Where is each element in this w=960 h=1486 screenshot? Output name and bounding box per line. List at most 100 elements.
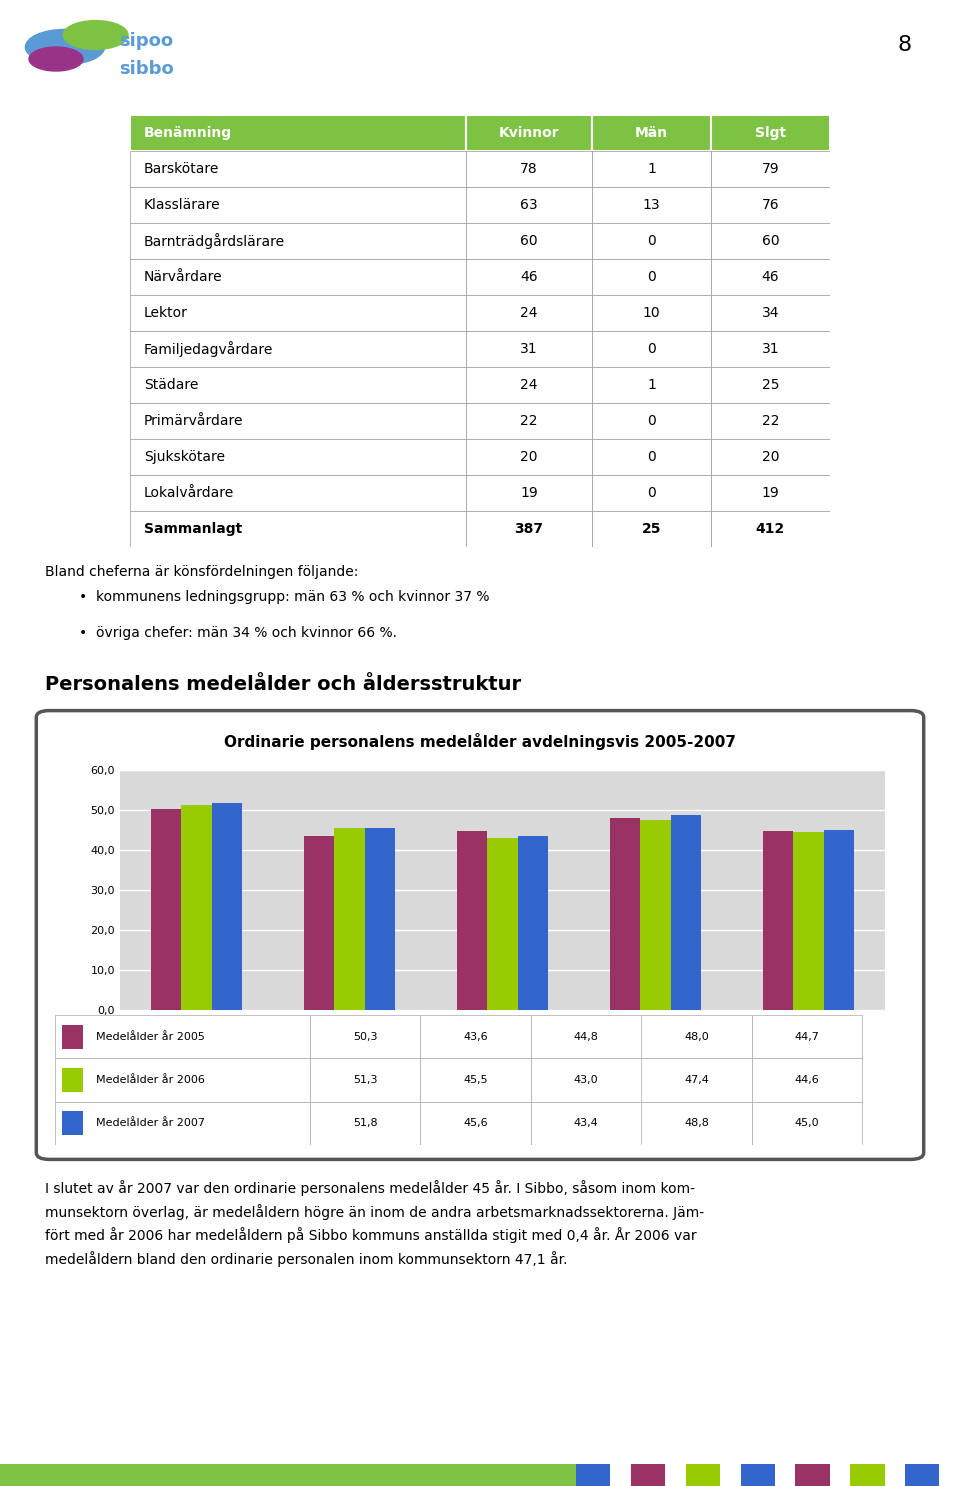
Text: 51,3: 51,3 bbox=[353, 1074, 377, 1085]
Bar bbox=[420, 1101, 531, 1146]
Bar bbox=[711, 403, 830, 438]
Text: 8: 8 bbox=[898, 36, 912, 55]
Text: 43,4: 43,4 bbox=[574, 1119, 599, 1128]
Text: Lokalvårdare: Lokalvårdare bbox=[144, 486, 234, 499]
Bar bbox=[711, 511, 830, 547]
Text: 1: 1 bbox=[647, 377, 656, 392]
Bar bbox=[576, 1464, 611, 1486]
Bar bbox=[824, 831, 854, 1010]
Text: 22: 22 bbox=[520, 415, 538, 428]
Bar bbox=[310, 1101, 420, 1146]
Text: 25: 25 bbox=[641, 522, 661, 536]
Text: 44,7: 44,7 bbox=[795, 1031, 820, 1042]
Text: 45,5: 45,5 bbox=[464, 1074, 488, 1085]
Bar bbox=[130, 331, 466, 367]
Text: sibbo: sibbo bbox=[119, 61, 174, 79]
Text: 22: 22 bbox=[761, 415, 780, 428]
Text: 44,6: 44,6 bbox=[795, 1074, 820, 1085]
Bar bbox=[711, 259, 830, 296]
Text: •  övriga chefer: män 34 % och kvinnor 66 %.: • övriga chefer: män 34 % och kvinnor 66… bbox=[79, 626, 397, 640]
Text: Sammanlagt: Sammanlagt bbox=[144, 522, 242, 536]
Text: Familjedagvårdare: Familjedagvårdare bbox=[144, 340, 274, 357]
Bar bbox=[592, 438, 711, 476]
Text: 45,0: 45,0 bbox=[795, 1119, 820, 1128]
Text: Benämning: Benämning bbox=[144, 126, 232, 140]
Bar bbox=[592, 223, 711, 259]
Text: Städare: Städare bbox=[144, 377, 199, 392]
Text: Ordinarie personalens medelålder avdelningsvis 2005-2007: Ordinarie personalens medelålder avdelni… bbox=[224, 733, 736, 749]
Bar bbox=[740, 1464, 775, 1486]
Bar bbox=[457, 831, 487, 1010]
Text: Slgt: Slgt bbox=[755, 126, 786, 140]
Bar bbox=[466, 259, 592, 296]
Bar bbox=[130, 223, 466, 259]
Bar bbox=[0, 1464, 576, 1486]
Bar bbox=[531, 1058, 641, 1101]
Text: 10: 10 bbox=[642, 306, 660, 319]
Text: 50,3: 50,3 bbox=[353, 1031, 377, 1042]
Bar bbox=[310, 1015, 420, 1058]
Text: Män: Män bbox=[635, 126, 668, 140]
Bar bbox=[130, 114, 466, 152]
Bar bbox=[711, 476, 830, 511]
Text: Medelålder år 2006: Medelålder år 2006 bbox=[96, 1074, 204, 1085]
Circle shape bbox=[29, 48, 83, 71]
Text: 20: 20 bbox=[520, 450, 538, 464]
Bar bbox=[212, 802, 242, 1010]
Bar bbox=[592, 296, 711, 331]
Text: 45,6: 45,6 bbox=[464, 1119, 488, 1128]
Bar bbox=[365, 828, 396, 1010]
Text: Bland cheferna är könsfördelningen följande:: Bland cheferna är könsfördelningen följa… bbox=[45, 565, 358, 580]
Bar bbox=[466, 114, 592, 152]
Bar bbox=[420, 1015, 531, 1058]
Bar bbox=[466, 223, 592, 259]
Bar bbox=[466, 152, 592, 187]
Text: Medelålder år 2005: Medelålder år 2005 bbox=[96, 1031, 204, 1042]
Text: 46: 46 bbox=[761, 270, 780, 284]
Bar bbox=[531, 1101, 641, 1146]
Bar bbox=[711, 367, 830, 403]
Bar bbox=[796, 1464, 829, 1486]
Text: Klasslärare: Klasslärare bbox=[144, 198, 221, 212]
Text: Sjukskötare: Sjukskötare bbox=[144, 450, 225, 464]
Text: Primärvårdare: Primärvårdare bbox=[144, 415, 244, 428]
Bar bbox=[466, 438, 592, 476]
Text: 25: 25 bbox=[761, 377, 780, 392]
Text: Kvinnor: Kvinnor bbox=[498, 126, 560, 140]
Text: 31: 31 bbox=[761, 342, 780, 357]
Bar bbox=[334, 828, 365, 1010]
Text: 0: 0 bbox=[647, 415, 656, 428]
Bar bbox=[61, 1025, 84, 1049]
Bar bbox=[641, 1015, 752, 1058]
Text: Närvårdare: Närvårdare bbox=[144, 270, 223, 284]
Bar bbox=[130, 403, 466, 438]
Bar bbox=[130, 438, 466, 476]
Text: Barskötare: Barskötare bbox=[144, 162, 220, 175]
Bar bbox=[640, 820, 671, 1010]
Bar bbox=[671, 814, 702, 1010]
Bar bbox=[55, 1058, 310, 1101]
Text: 76: 76 bbox=[761, 198, 780, 212]
Text: 19: 19 bbox=[520, 486, 538, 499]
Text: 387: 387 bbox=[515, 522, 543, 536]
Text: 48,8: 48,8 bbox=[684, 1119, 709, 1128]
Text: 0: 0 bbox=[647, 233, 656, 248]
Bar bbox=[592, 259, 711, 296]
Bar bbox=[592, 476, 711, 511]
Bar bbox=[592, 114, 711, 152]
Bar bbox=[466, 367, 592, 403]
Text: 19: 19 bbox=[761, 486, 780, 499]
Text: 412: 412 bbox=[756, 522, 785, 536]
Text: 0: 0 bbox=[647, 270, 656, 284]
Bar bbox=[851, 1464, 884, 1486]
Bar bbox=[517, 837, 548, 1010]
Bar bbox=[130, 187, 466, 223]
Bar bbox=[592, 152, 711, 187]
Bar bbox=[752, 1058, 862, 1101]
Text: Barnträdgårdslärare: Barnträdgårdslärare bbox=[144, 233, 285, 250]
Text: 0: 0 bbox=[647, 342, 656, 357]
Text: •  kommunens ledningsgrupp: män 63 % och kvinnor 37 %: • kommunens ledningsgrupp: män 63 % och … bbox=[79, 590, 490, 605]
Bar bbox=[466, 331, 592, 367]
Circle shape bbox=[25, 30, 105, 64]
Text: 13: 13 bbox=[642, 198, 660, 212]
